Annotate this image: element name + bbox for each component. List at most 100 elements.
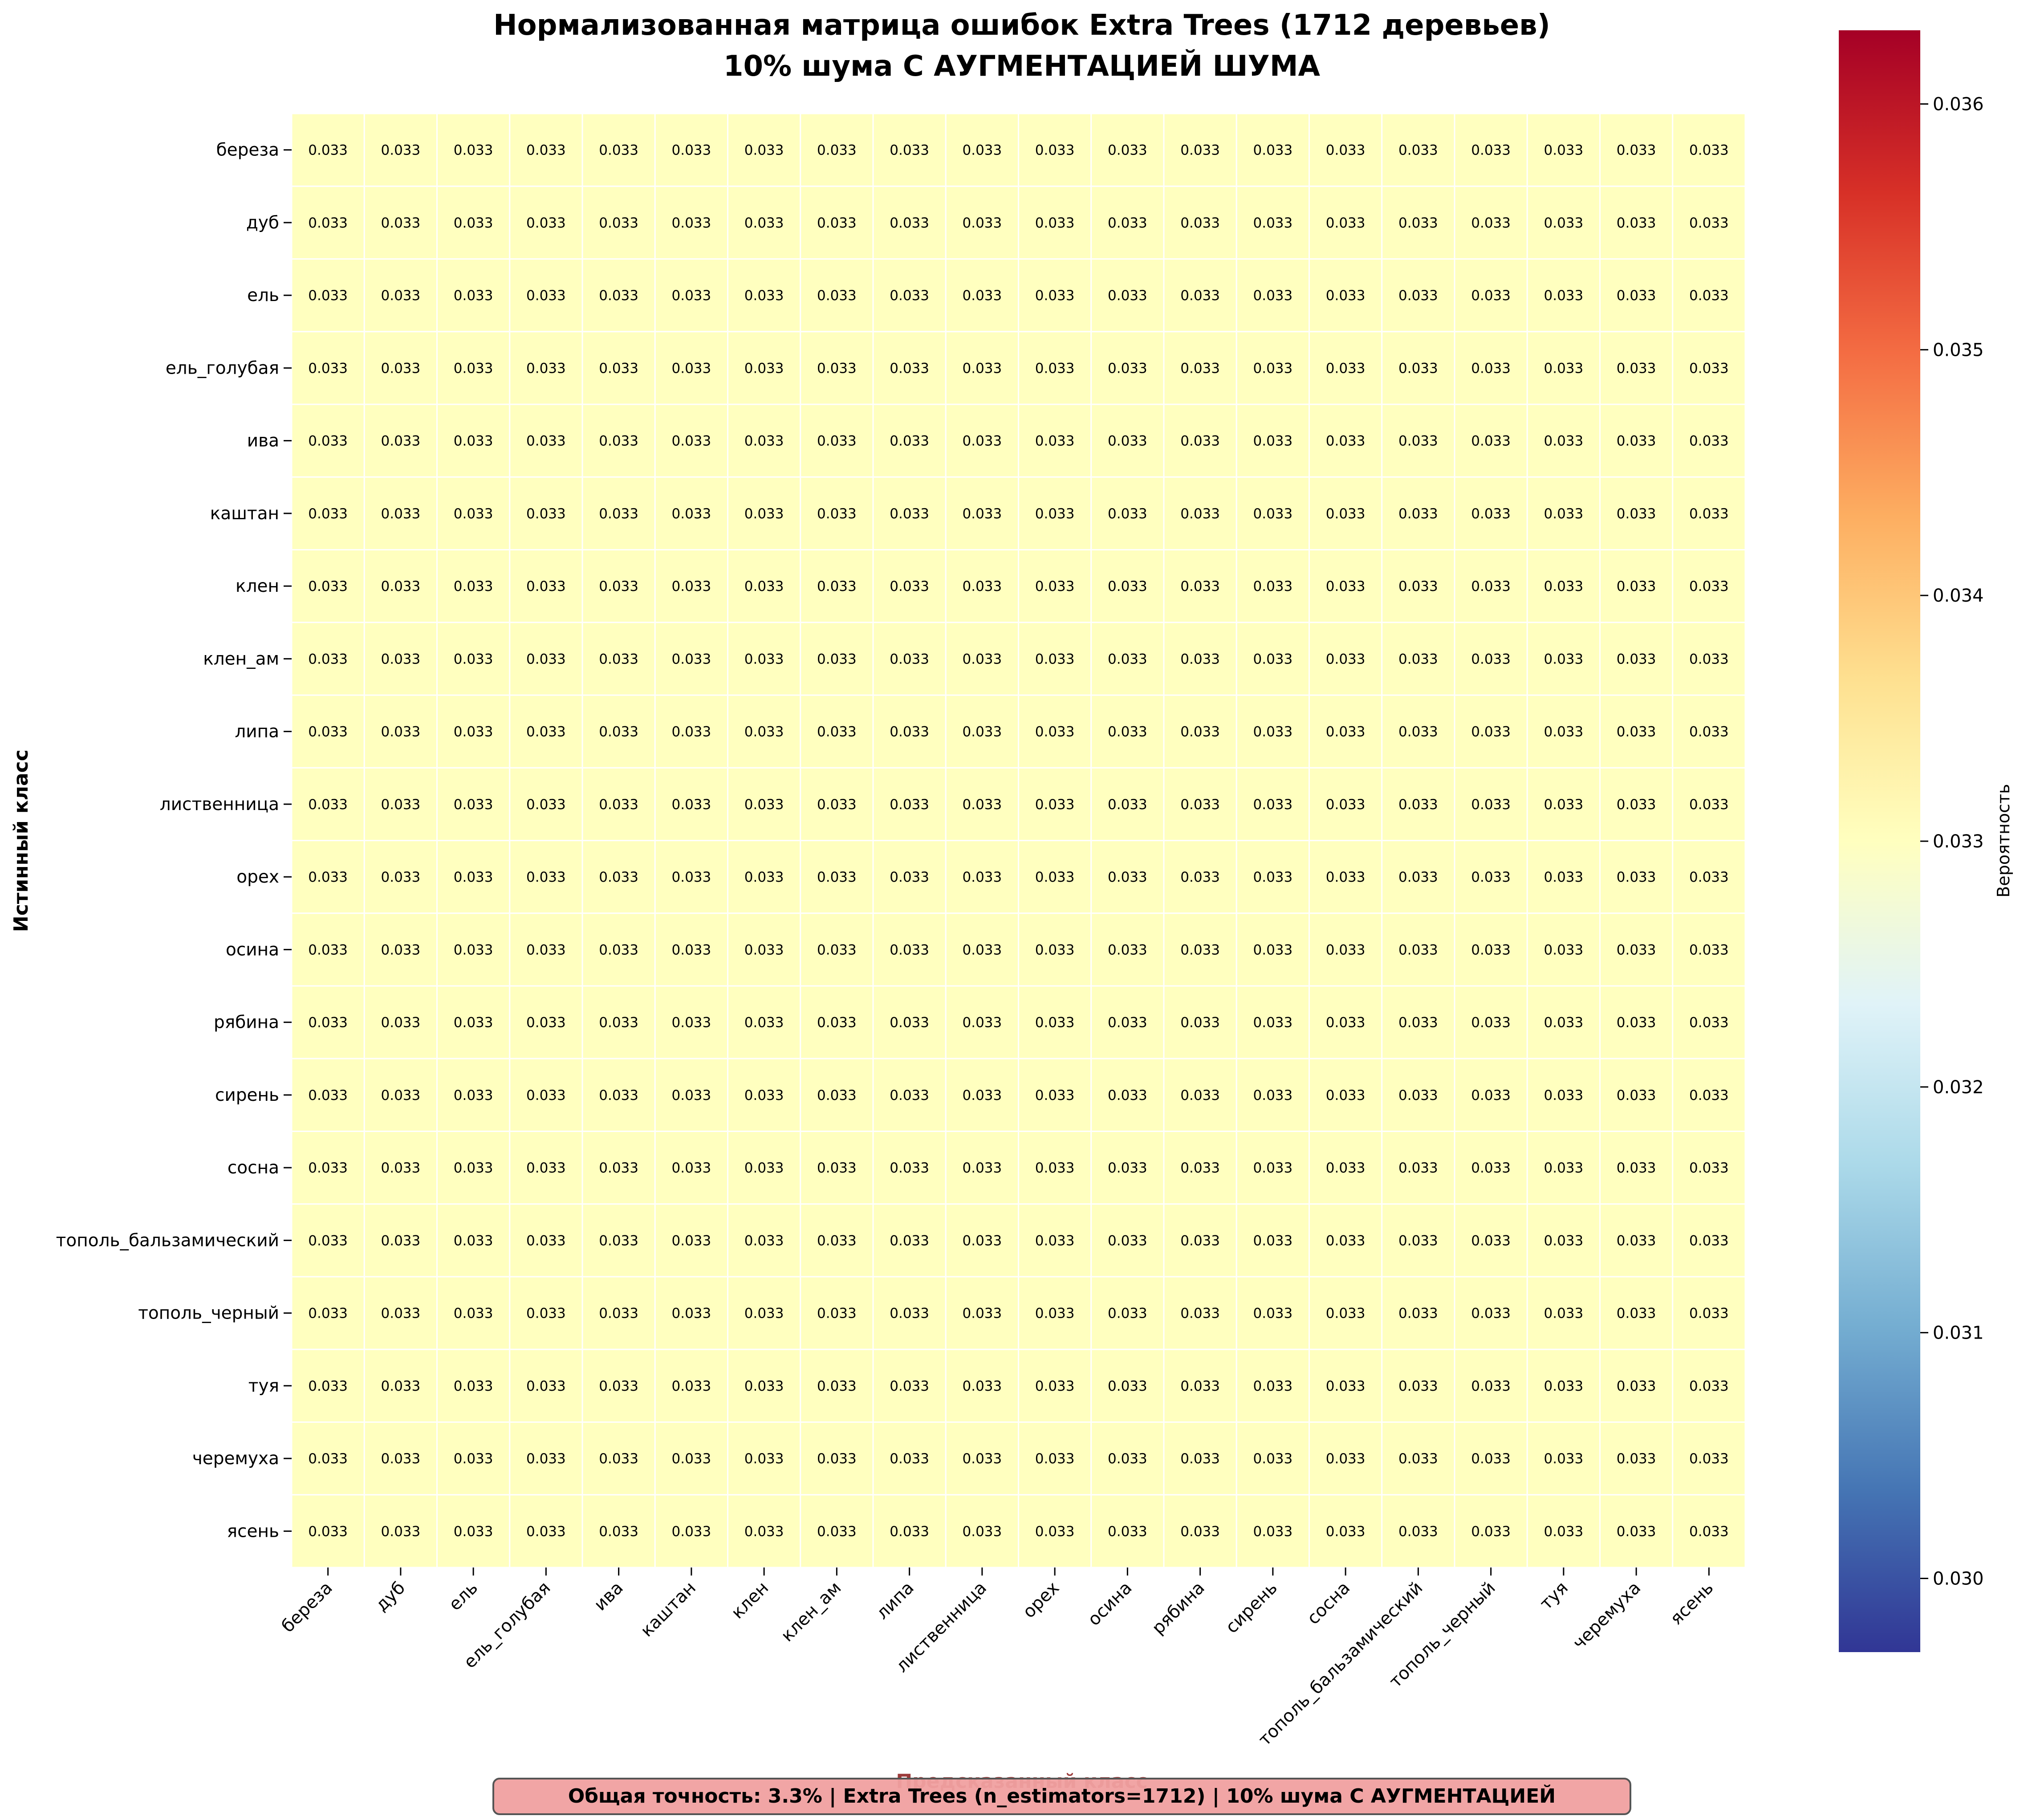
cell-value-label: 0.033 [599,1233,638,1249]
heatmap-cell [800,840,874,914]
cell-value-label: 0.033 [1180,1306,1220,1322]
cell-value-label: 0.033 [381,433,421,449]
heatmap-cell [1236,694,1310,769]
heatmap-cell [727,694,801,769]
heatmap-cell [436,840,511,914]
cell-value-label: 0.033 [744,288,784,304]
heatmap-cell [1090,113,1165,187]
cell-value-label: 0.033 [526,506,566,522]
heatmap-cell [945,403,1019,478]
cell-value-label: 0.033 [1180,1015,1220,1031]
heatmap-cell [1236,113,1310,187]
heatmap-cell [727,403,801,478]
cell-value-label: 0.033 [599,578,638,594]
cell-value-label: 0.033 [1180,869,1220,885]
x-tick-label: сирень [1222,1578,1281,1637]
cell-value-label: 0.033 [1253,869,1293,885]
cell-value-label: 0.033 [1471,724,1511,740]
heatmap-cell [436,476,511,550]
cell-value-label: 0.033 [744,1087,784,1103]
heatmap-cell [1018,403,1092,478]
cell-value-label: 0.033 [1689,1378,1729,1394]
heatmap-cell [1309,1131,1383,1205]
heatmap-cell [800,1421,874,1496]
cell-value-label: 0.033 [1180,1523,1220,1539]
cell-value-label: 0.033 [1326,942,1366,958]
heatmap-cell [1672,1131,1746,1205]
cell-value-label: 0.033 [963,1451,1002,1467]
cell-value-label: 0.033 [963,797,1002,813]
cell-value-label: 0.033 [1617,651,1656,667]
cell-value-label: 0.033 [381,797,421,813]
cell-value-label: 0.033 [1035,360,1075,376]
cell-value-label: 0.033 [526,578,566,594]
cell-value-label: 0.033 [381,651,421,667]
heatmap-cell [1599,476,1674,550]
cell-value-label: 0.033 [599,724,638,740]
cell-value-label: 0.033 [454,1451,493,1467]
heatmap-cell [1018,185,1092,260]
y-tick-label: ива [247,431,279,451]
heatmap-cell [363,549,438,623]
cell-value-label: 0.033 [963,360,1002,376]
heatmap-cell [1163,403,1237,478]
heatmap-cell [872,985,947,1059]
cell-value-label: 0.033 [1471,578,1511,594]
heatmap-cell [1163,1203,1237,1278]
heatmap-cell [1090,1131,1165,1205]
cell-value-label: 0.033 [454,578,493,594]
heatmap-cell [800,694,874,769]
footer-accuracy-text: Общая точность: 3.3% | Extra Trees (n_es… [568,1784,1556,1808]
cell-value-label: 0.033 [381,215,421,231]
heatmap-cell [1309,1421,1383,1496]
heatmap-cell [509,1421,583,1496]
cell-value-label: 0.033 [454,651,493,667]
cell-value-label: 0.033 [308,1087,348,1103]
cell-value-label: 0.033 [381,942,421,958]
heatmap-cell [291,1203,365,1278]
cell-value-label: 0.033 [1689,433,1729,449]
heatmap-cell [363,840,438,914]
heatmap-cell [654,840,728,914]
cell-value-label: 0.033 [1398,1451,1438,1467]
cell-value-label: 0.033 [526,288,566,304]
cell-value-label: 0.033 [1326,1233,1366,1249]
y-tick-label: тополь_бальзамический [56,1230,279,1250]
heatmap-cell [654,403,728,478]
cell-value-label: 0.033 [817,1451,857,1467]
heatmap-cell [1236,476,1310,550]
cell-value-label: 0.033 [1253,578,1293,594]
cell-value-label: 0.033 [454,797,493,813]
cell-value-label: 0.033 [526,797,566,813]
heatmap-cell [872,113,947,187]
cell-value-label: 0.033 [1253,215,1293,231]
cell-value-label: 0.033 [890,869,929,885]
heatmap-cell [1381,1494,1455,1568]
heatmap-cell [436,331,511,405]
cell-value-label: 0.033 [381,1087,421,1103]
cell-value-label: 0.033 [1398,1523,1438,1539]
cell-value-label: 0.033 [599,1378,638,1394]
cell-value-label: 0.033 [890,1451,929,1467]
y-tick-label: дуб [246,213,279,233]
cell-value-label: 0.033 [1689,506,1729,522]
cell-value-label: 0.033 [1180,506,1220,522]
cell-value-label: 0.033 [599,797,638,813]
heatmap-cell [581,1348,656,1423]
heatmap-cell [581,1203,656,1278]
heatmap-cell [945,912,1019,987]
heatmap-cell [1018,258,1092,333]
heatmap-cell [581,331,656,405]
heatmap-cell [291,113,365,187]
cell-value-label: 0.033 [1471,651,1511,667]
cell-value-label: 0.033 [1035,1378,1075,1394]
heatmap-cell [1672,767,1746,841]
cell-value-label: 0.033 [1689,1523,1729,1539]
cell-value-label: 0.033 [1035,724,1075,740]
heatmap-cell [1454,1494,1528,1568]
x-tick-label: туя [1536,1578,1572,1614]
x-tick-label: ива [590,1578,627,1615]
cell-value-label: 0.033 [1398,143,1438,159]
y-axis-label: Истинный класс [10,749,33,932]
heatmap-cell [1090,549,1165,623]
